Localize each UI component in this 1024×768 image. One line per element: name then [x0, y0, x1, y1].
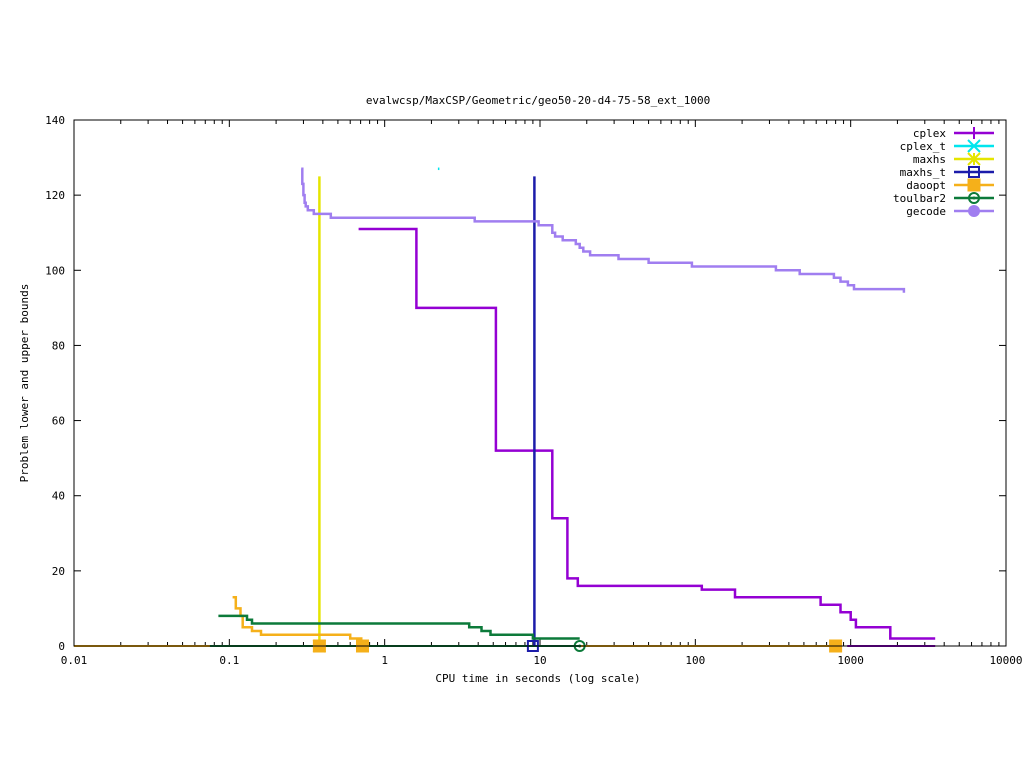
legend-label-toulbar2: toulbar2 [893, 192, 946, 205]
chart-title: evalwcsp/MaxCSP/Geometric/geo50-20-d4-75… [366, 94, 710, 107]
y-tick-label: 0 [58, 640, 65, 653]
legend-marker-gecode [968, 205, 980, 217]
y-tick-label: 140 [45, 114, 65, 127]
legend-label-gecode: gecode [906, 205, 946, 218]
y-tick-label: 120 [45, 189, 65, 202]
legend-marker-cplex [968, 127, 980, 139]
ticks-layer: 0.01 0.1 1 10 100 1000 10000 0 20 40 60 80 100 120 140 [45, 114, 1022, 667]
legend-marker-toulbar2-shape [968, 192, 980, 204]
legend: cplexcplex_tmaxhsmaxhs_tdaoopttoulbar2ge… [893, 127, 994, 218]
legend-marker-gecode-shape [968, 205, 980, 217]
x-tick-label: 10 [533, 654, 546, 667]
legend-marker-toulbar2 [968, 192, 980, 204]
legend-label-daoopt: daoopt [906, 179, 946, 192]
x-tick-label: 100 [685, 654, 705, 667]
plot-frame [73, 119, 1007, 647]
y-tick-label: 60 [52, 415, 65, 428]
y-tick-label: 80 [52, 339, 65, 352]
legend-label-cplex: cplex [913, 127, 946, 140]
y-axis-label: Problem lower and upper bounds [18, 284, 31, 483]
x-tick-label: 1 [381, 654, 388, 667]
legend-marker-maxhs_t [968, 166, 980, 178]
x-tick-label: 0.01 [61, 654, 88, 667]
legend-marker-toulbar2-shape [972, 196, 976, 200]
series-gecode-line [301, 167, 906, 293]
y-tick-label: 100 [45, 264, 65, 277]
x-axis-label: CPU time in seconds (log scale) [435, 672, 640, 685]
y-tick-label: 40 [52, 490, 65, 503]
series-layer [74, 167, 936, 647]
legend-label-maxhs: maxhs [913, 153, 946, 166]
series-cplex-line [358, 227, 936, 640]
legend-marker-daoopt [967, 178, 981, 192]
legend-marker-cplex_t-stroke [967, 139, 981, 153]
legend-label-cplex_t: cplex_t [900, 140, 946, 153]
legend-label-maxhs_t: maxhs_t [900, 166, 946, 179]
legend-marker-maxhs_t-shape [968, 166, 980, 178]
legend-marker-cplex_t [967, 139, 981, 153]
legend-marker-maxhs [967, 152, 981, 166]
legend-marker-maxhs-stroke [967, 152, 981, 166]
series-toulbar2-line [218, 614, 580, 640]
x-tick-label: 0.1 [219, 654, 239, 667]
x-tick-label: 10000 [989, 654, 1022, 667]
legend-marker-daoopt-shape [967, 178, 981, 192]
series-daoopt-line [232, 595, 363, 640]
x-tick-label: 1000 [837, 654, 864, 667]
y-tick-label: 20 [52, 565, 65, 578]
